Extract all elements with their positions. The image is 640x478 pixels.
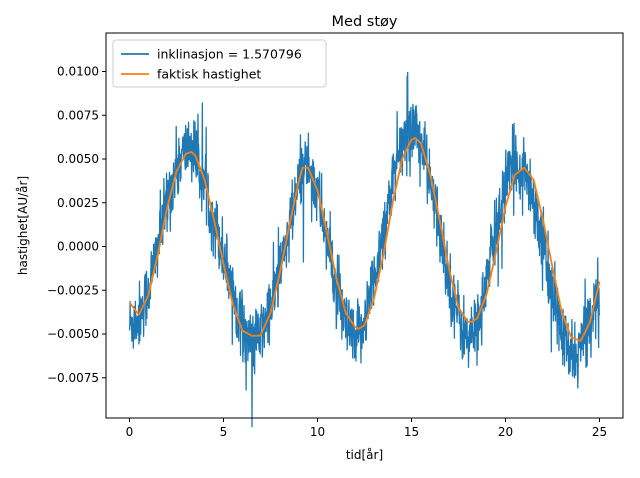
y-tick-label: 0.0100: [57, 65, 99, 79]
y-tick-label: −0.0050: [47, 327, 99, 341]
x-tick-label: 5: [220, 425, 228, 439]
legend-box: [112, 39, 327, 88]
plot-area: [128, 71, 601, 428]
x-tick-label: 15: [404, 425, 419, 439]
y-tick-label: 0.0025: [57, 196, 99, 210]
y-tick-label: −0.0025: [47, 283, 99, 297]
x-tick-label: 0: [126, 425, 134, 439]
x-tick-label: 20: [498, 425, 513, 439]
y-tick-label: 0.0050: [57, 152, 99, 166]
y-axis-label: hastighet[AU/år]: [16, 176, 30, 275]
legend: inklinasjon = 1.570796 faktisk hastighet: [112, 39, 327, 88]
y-tick-label: 0.0075: [57, 108, 99, 122]
x-tick-label: 10: [310, 425, 325, 439]
x-axis-label: tid[år]: [346, 448, 383, 462]
x-axis: 0 5 10 15 20 25: [126, 418, 607, 439]
series-line-1: [128, 137, 601, 342]
y-axis: −0.0075 −0.0050 −0.0025 0.0000 0.0025 0.0050 0…: [47, 65, 106, 385]
y-tick-label: 0.0000: [57, 240, 99, 254]
x-tick-label: 25: [592, 425, 607, 439]
axes-frame: [105, 32, 624, 419]
legend-label-series-0: inklinasjon = 1.570796: [157, 47, 302, 62]
legend-label-series-1: faktisk hastighet: [157, 67, 261, 82]
chart-title: Med støy: [332, 14, 398, 30]
y-tick-label: −0.0075: [47, 371, 99, 385]
